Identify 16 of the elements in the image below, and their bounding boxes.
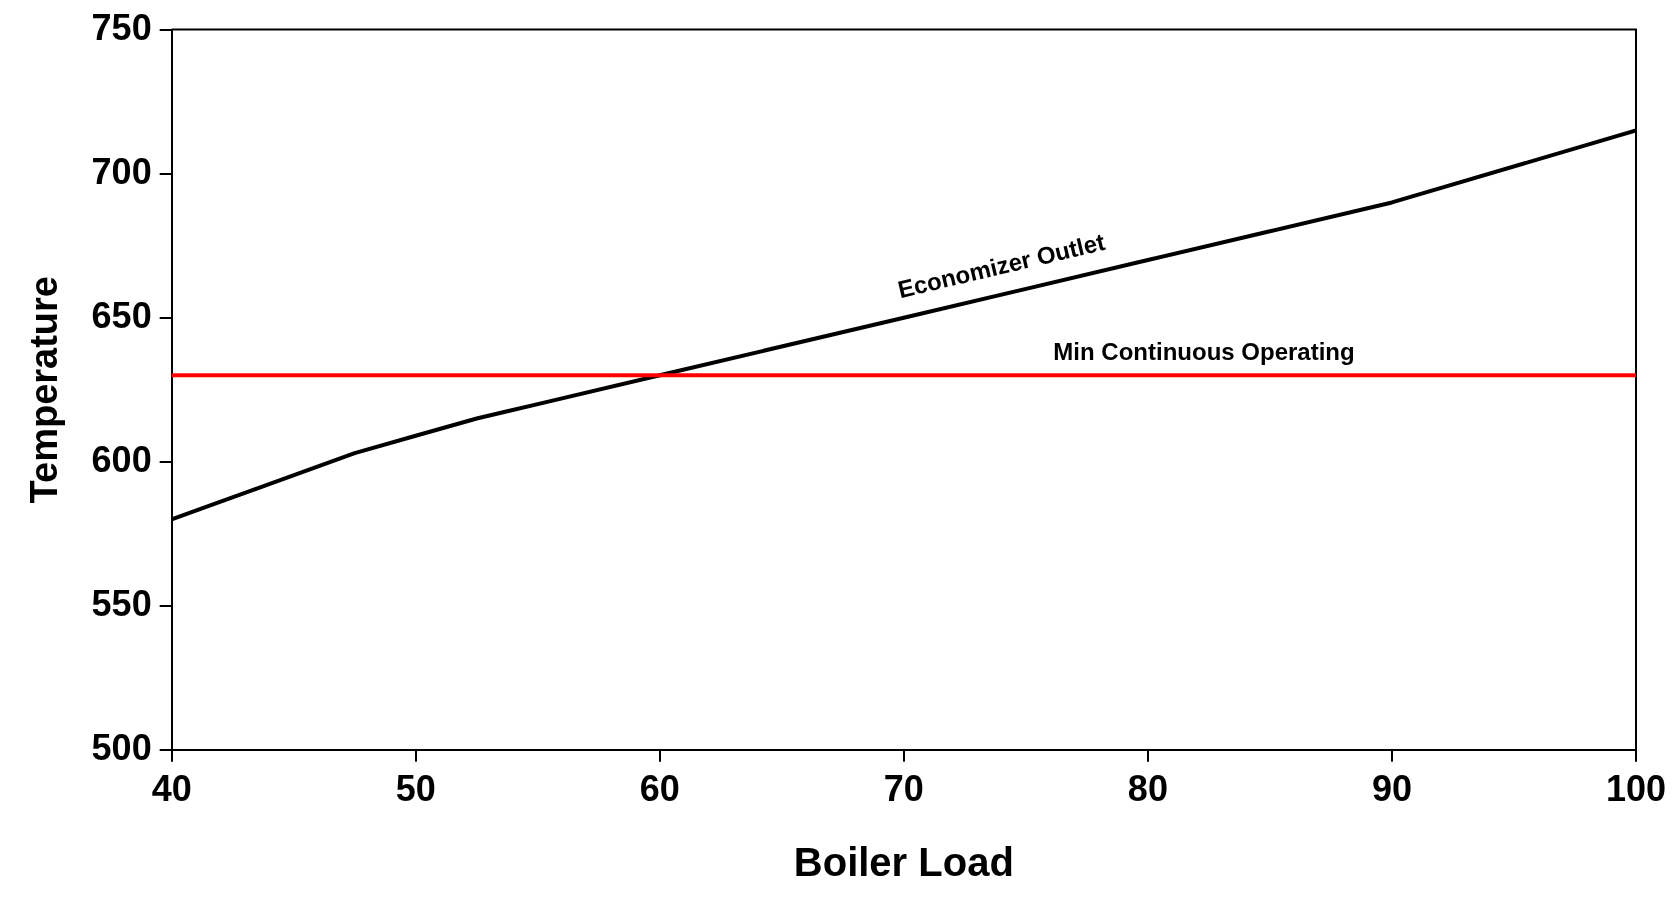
x-tick-label: 60 — [639, 768, 680, 810]
y-tick-label: 500 — [91, 726, 152, 768]
x-tick-label: 70 — [883, 768, 924, 810]
x-tick-label: 40 — [151, 768, 192, 810]
y-tick-label: 550 — [91, 582, 152, 624]
y-tick-label: 650 — [91, 294, 152, 336]
x-tick-label: 100 — [1605, 768, 1667, 810]
y-tick-label: 700 — [91, 150, 152, 192]
x-tick-label: 50 — [395, 768, 436, 810]
y-tick-label: 750 — [91, 6, 152, 48]
y-axis-title: Temperature — [23, 276, 66, 504]
x-axis-title: Boiler Load — [793, 840, 1014, 885]
x-tick-label: 90 — [1371, 768, 1412, 810]
x-tick-label: 80 — [1127, 768, 1168, 810]
y-tick-label: 600 — [91, 438, 152, 480]
ref-line-label: Min Continuous Operating — [1053, 337, 1355, 365]
